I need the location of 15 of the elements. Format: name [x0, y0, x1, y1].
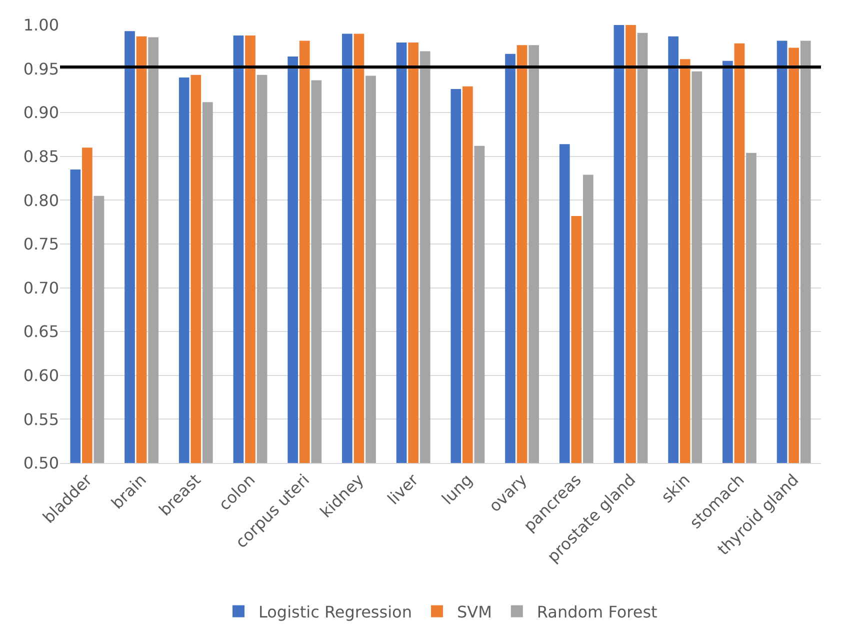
y-tick-label: 0.85 — [23, 147, 59, 166]
y-tick-label: 0.75 — [23, 234, 59, 254]
legend-label: Random Forest — [536, 602, 658, 622]
y-tick-label: 0.70 — [23, 278, 59, 298]
x-tick-label: skin — [657, 470, 694, 506]
y-tick-label: 0.95 — [23, 59, 59, 78]
y-tick-label: 0.65 — [23, 322, 59, 342]
legend-label: Logistic Regression — [258, 602, 412, 622]
y-tick-label: 1.00 — [23, 16, 59, 35]
y-tick-label: 0.50 — [23, 454, 59, 473]
y-tick-label: 0.55 — [23, 410, 59, 429]
legend-label: SVM — [456, 602, 492, 622]
y-tick-label: 0.60 — [23, 366, 59, 385]
y-tick-label: 0.90 — [23, 103, 59, 122]
y-tick-label: 0.80 — [23, 190, 59, 210]
